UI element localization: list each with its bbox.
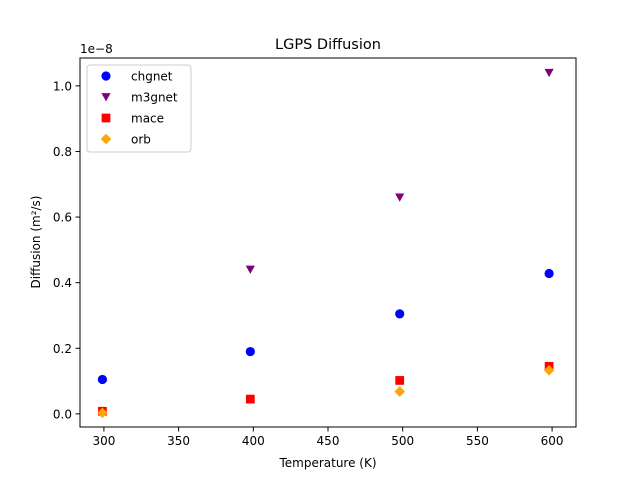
plot-area	[79, 57, 577, 428]
m3gnet-point	[544, 68, 554, 78]
x-tick-label: 300	[92, 434, 115, 448]
series-chgnet	[97, 268, 554, 385]
legend-marker-chgnet	[101, 71, 111, 81]
m3gnet-point	[245, 265, 255, 274]
legend-marker-m3gnet	[101, 93, 111, 102]
y-tick-label: 0.4	[53, 276, 72, 290]
chgnet-point	[544, 268, 554, 279]
x-tick-label: 450	[317, 434, 340, 448]
x-tick-label: 550	[466, 434, 489, 448]
orb-point	[97, 407, 108, 419]
y-tick-label: 0.6	[53, 211, 72, 225]
legend-label-orb: orb	[131, 133, 151, 147]
orb-point	[394, 386, 406, 397]
legend-label-mace: mace	[131, 112, 164, 126]
x-tick-label: 500	[391, 434, 414, 448]
x-tick-label: 400	[242, 434, 265, 448]
series-orb	[97, 364, 555, 419]
x-tick-label: 600	[541, 434, 564, 448]
chart-title: LGPS Diffusion	[275, 37, 381, 53]
y-tick-label: 0.0	[53, 407, 72, 421]
mace-point	[395, 376, 405, 385]
y-offset-label: 1e−8	[80, 42, 113, 56]
y-tick-label: 1.0	[53, 79, 72, 93]
legend-box	[86, 64, 192, 153]
legend-label-chgnet: chgnet	[131, 70, 173, 84]
legend: chgnet m3gnet mace orb	[86, 64, 192, 153]
mace-point	[245, 394, 255, 404]
chgnet-point	[245, 346, 255, 357]
m3gnet-point	[395, 193, 405, 202]
orb-point	[543, 364, 555, 376]
chgnet-point	[97, 374, 108, 385]
x-tick-label: 350	[167, 434, 190, 448]
x-axis-label: Temperature (K)	[278, 456, 376, 470]
legend-marker-orb	[100, 133, 112, 145]
y-tick-label: 0.2	[53, 342, 72, 356]
y-axis-label: Diffusion (m²/s)	[29, 196, 43, 289]
axis-ticks: 300 350 400 450 500 550 600 0.0 0.2 0.4 0.6 0.8 1.0	[53, 79, 564, 448]
y-tick-label: 0.8	[53, 145, 72, 159]
series-m3gnet	[245, 68, 554, 274]
chgnet-point	[395, 309, 405, 319]
data-points	[97, 68, 555, 419]
legend-label-m3gnet: m3gnet	[131, 91, 178, 105]
legend-marker-mace	[101, 113, 111, 123]
